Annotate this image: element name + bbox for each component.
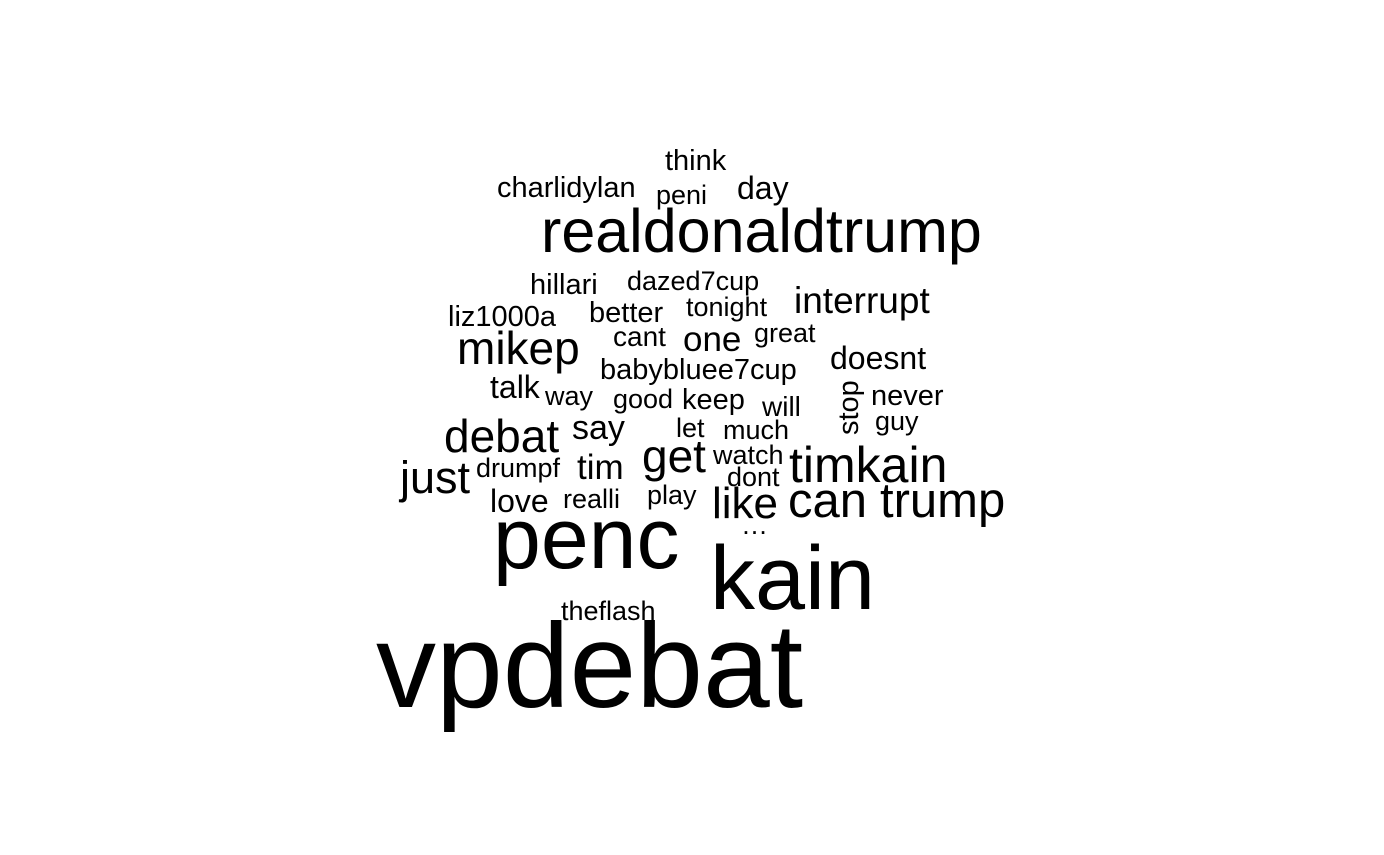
word-hillari: hillari (530, 269, 598, 301)
word-better: better (589, 297, 664, 329)
word-peni: peni (656, 180, 708, 210)
word-realli: realli (563, 484, 621, 514)
word-debat: debat (444, 410, 560, 462)
word-liz1000a: liz1000a (448, 301, 557, 333)
word-ellipsis: … (741, 510, 768, 540)
word-cant: cant (613, 321, 666, 352)
word-interrupt: interrupt (794, 280, 930, 321)
word-kain: kain (710, 529, 876, 629)
word-timkain: timkain (789, 437, 948, 493)
word-never: never (871, 380, 944, 412)
word-one: one (683, 320, 742, 359)
word-tonight: tonight (686, 292, 768, 322)
word-penc: penc (493, 491, 680, 587)
word-drumpf: drumpf (476, 453, 561, 483)
word-theflash: theflash (561, 596, 656, 626)
word-keep: keep (682, 384, 745, 416)
word-dazed7cup: dazed7cup (627, 266, 760, 296)
word-much: much (723, 415, 790, 445)
word-great: great (754, 318, 816, 348)
word-just: just (400, 452, 471, 503)
word-doesnt: doesnt (830, 340, 927, 376)
word-day: day (737, 170, 789, 206)
word-charlidylan: charlidylan (497, 172, 636, 204)
word-will: will (762, 391, 801, 422)
word-let: let (676, 413, 705, 443)
word-love: love (490, 483, 549, 519)
word-get: get (642, 430, 706, 482)
word-dont: dont (727, 462, 780, 492)
word-way: way (545, 381, 594, 411)
word-watch: watch (713, 440, 784, 470)
word-babybluee7cup: babybluee7cup (600, 354, 797, 386)
word-talk: talk (490, 369, 540, 405)
word-can: can (788, 474, 868, 528)
word-guy: guy (875, 406, 919, 436)
word-stop: stop (833, 380, 865, 435)
word-play: play (647, 480, 697, 510)
word-like: like (712, 479, 779, 528)
word-realdonaldtrump: realdonaldtrump (541, 197, 982, 265)
word-tim: tim (577, 448, 624, 487)
word-good: good (613, 384, 674, 414)
word-say: say (572, 409, 625, 447)
word-vpdebat: vpdebat (376, 599, 804, 733)
word-mikep: mikep (457, 322, 580, 374)
word-think: think (665, 145, 727, 177)
word-trump: trump (880, 474, 1006, 528)
